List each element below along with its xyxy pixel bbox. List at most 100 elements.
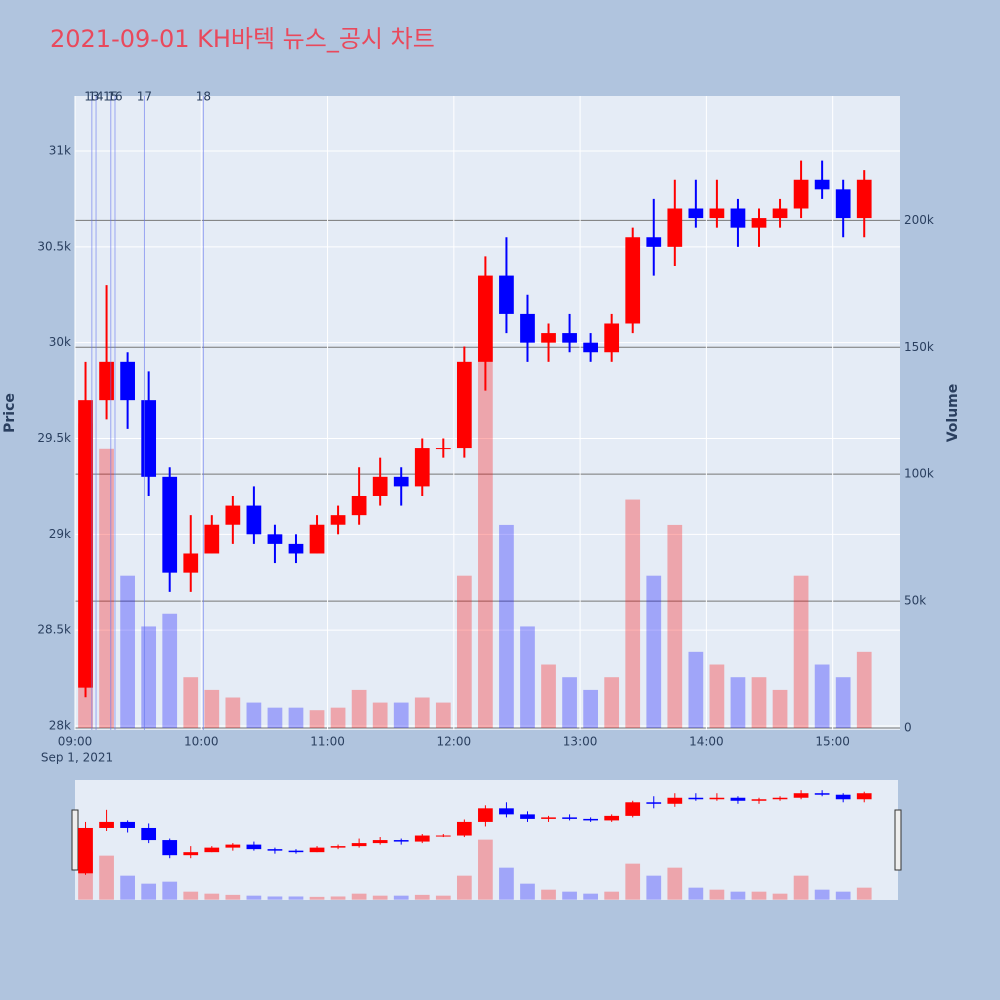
volume-bar: [751, 677, 767, 728]
mini-volume-bar: [330, 896, 346, 900]
mini-candle-body: [288, 850, 304, 853]
y2-tick-label: 150k: [904, 340, 934, 354]
volume-bar: [709, 664, 725, 728]
mini-volume-bar: [183, 891, 199, 900]
mini-volume-bar: [372, 895, 388, 900]
mini-candle-body: [456, 821, 472, 836]
x-tick-label: 11:00: [310, 735, 345, 749]
mini-volume-bar: [120, 875, 135, 900]
candle-body: [246, 505, 262, 535]
candle-body: [78, 400, 93, 688]
mini-candle-body: [330, 846, 346, 848]
y2-tick-label: 100k: [904, 467, 934, 481]
candle-body: [709, 208, 725, 219]
mini-candle-body: [351, 843, 367, 847]
mini-candle-body: [709, 797, 725, 800]
mini-candle-body: [793, 793, 809, 798]
slider-handle[interactable]: [71, 809, 79, 871]
volume-bar: [456, 575, 472, 728]
candle-body: [183, 553, 199, 573]
mini-candle-body: [604, 815, 620, 821]
mini-candle-body: [814, 793, 830, 795]
mini-candle-body: [541, 817, 556, 819]
candle-body: [772, 208, 788, 219]
x-tick-label: 15:00: [815, 735, 850, 749]
candle-body: [646, 237, 662, 247]
volume-bar: [814, 664, 830, 728]
candle-body: [267, 534, 283, 544]
mini-volume-bar: [414, 894, 430, 900]
volume-bar: [162, 613, 178, 728]
y-tick-label: 31k: [49, 144, 71, 158]
volume-bar: [688, 651, 704, 728]
candle-body: [562, 333, 577, 343]
mini-candle-body: [435, 835, 451, 837]
y-tick-label: 30.5k: [37, 239, 71, 253]
mini-candle-body: [99, 821, 114, 828]
mini-volume-bar: [709, 889, 725, 900]
slider-handle[interactable]: [894, 809, 902, 871]
y-tick-label: 29.5k: [37, 431, 71, 445]
mini-volume-bar: [309, 896, 325, 900]
y-tick-label: 30k: [49, 335, 71, 349]
mini-candle-body: [520, 814, 535, 819]
candle-body: [625, 237, 641, 324]
volume-bar: [99, 448, 114, 728]
mini-volume-bar: [162, 881, 178, 900]
annotation-label: 18: [196, 90, 211, 104]
candle-body: [583, 342, 598, 353]
mini-volume-bar: [393, 895, 409, 900]
mini-volume-bar: [688, 887, 704, 900]
x-tick-label: 09:00: [58, 735, 93, 749]
mini-volume-bar: [751, 891, 767, 900]
mini-volume-bar: [499, 867, 514, 900]
x-date-label: Sep 1, 2021: [41, 751, 113, 765]
candle-body: [393, 476, 409, 487]
mini-candle-body: [772, 797, 788, 800]
mini-volume-bar: [646, 875, 662, 900]
mini-volume-bar: [456, 875, 472, 900]
volume-bar: [604, 677, 620, 728]
volume-bar: [478, 347, 493, 728]
mini-candle-body: [583, 818, 598, 821]
mini-candle-body: [393, 840, 409, 842]
volume-bar: [562, 677, 577, 728]
mini-volume-bar: [267, 896, 283, 900]
candle-body: [835, 189, 851, 219]
mini-volume-bar: [856, 887, 872, 900]
mini-volume-bar: [246, 895, 262, 900]
mini-candle-body: [204, 847, 220, 853]
plot-area: [75, 96, 900, 730]
mini-volume-bar: [141, 883, 157, 900]
mini-candle-body: [499, 808, 514, 815]
mini-volume-bar: [604, 891, 620, 900]
candle-body: [330, 515, 346, 525]
mini-volume-bar: [583, 893, 598, 900]
mini-volume-bar: [204, 893, 220, 900]
y2-tick-label: 0: [904, 720, 912, 734]
candle-body: [856, 179, 872, 219]
candle-body: [120, 361, 135, 401]
x-tick-label: 10:00: [184, 735, 219, 749]
mini-candle-body: [667, 797, 683, 804]
annotation-label: 14: [88, 90, 103, 104]
mini-volume-bar: [99, 855, 114, 900]
candle-body: [814, 179, 830, 190]
volume-bar: [793, 575, 809, 728]
volume-bar: [414, 697, 430, 728]
volume-bar: [225, 697, 241, 728]
mini-volume-bar: [288, 896, 304, 900]
x-tick-label: 14:00: [689, 735, 724, 749]
volume-bar: [246, 702, 262, 728]
candle-body: [456, 361, 472, 449]
candle-body: [99, 361, 114, 401]
y2-tick-label: 200k: [904, 213, 934, 227]
volume-bar: [267, 707, 283, 728]
mini-volume-bar: [667, 867, 683, 900]
annotation-label: 16: [107, 90, 122, 104]
mini-volume-bar: [351, 893, 367, 900]
mini-candle-body: [478, 808, 493, 822]
x-tick-label: 12:00: [437, 735, 472, 749]
mini-volume-bar: [520, 883, 535, 900]
